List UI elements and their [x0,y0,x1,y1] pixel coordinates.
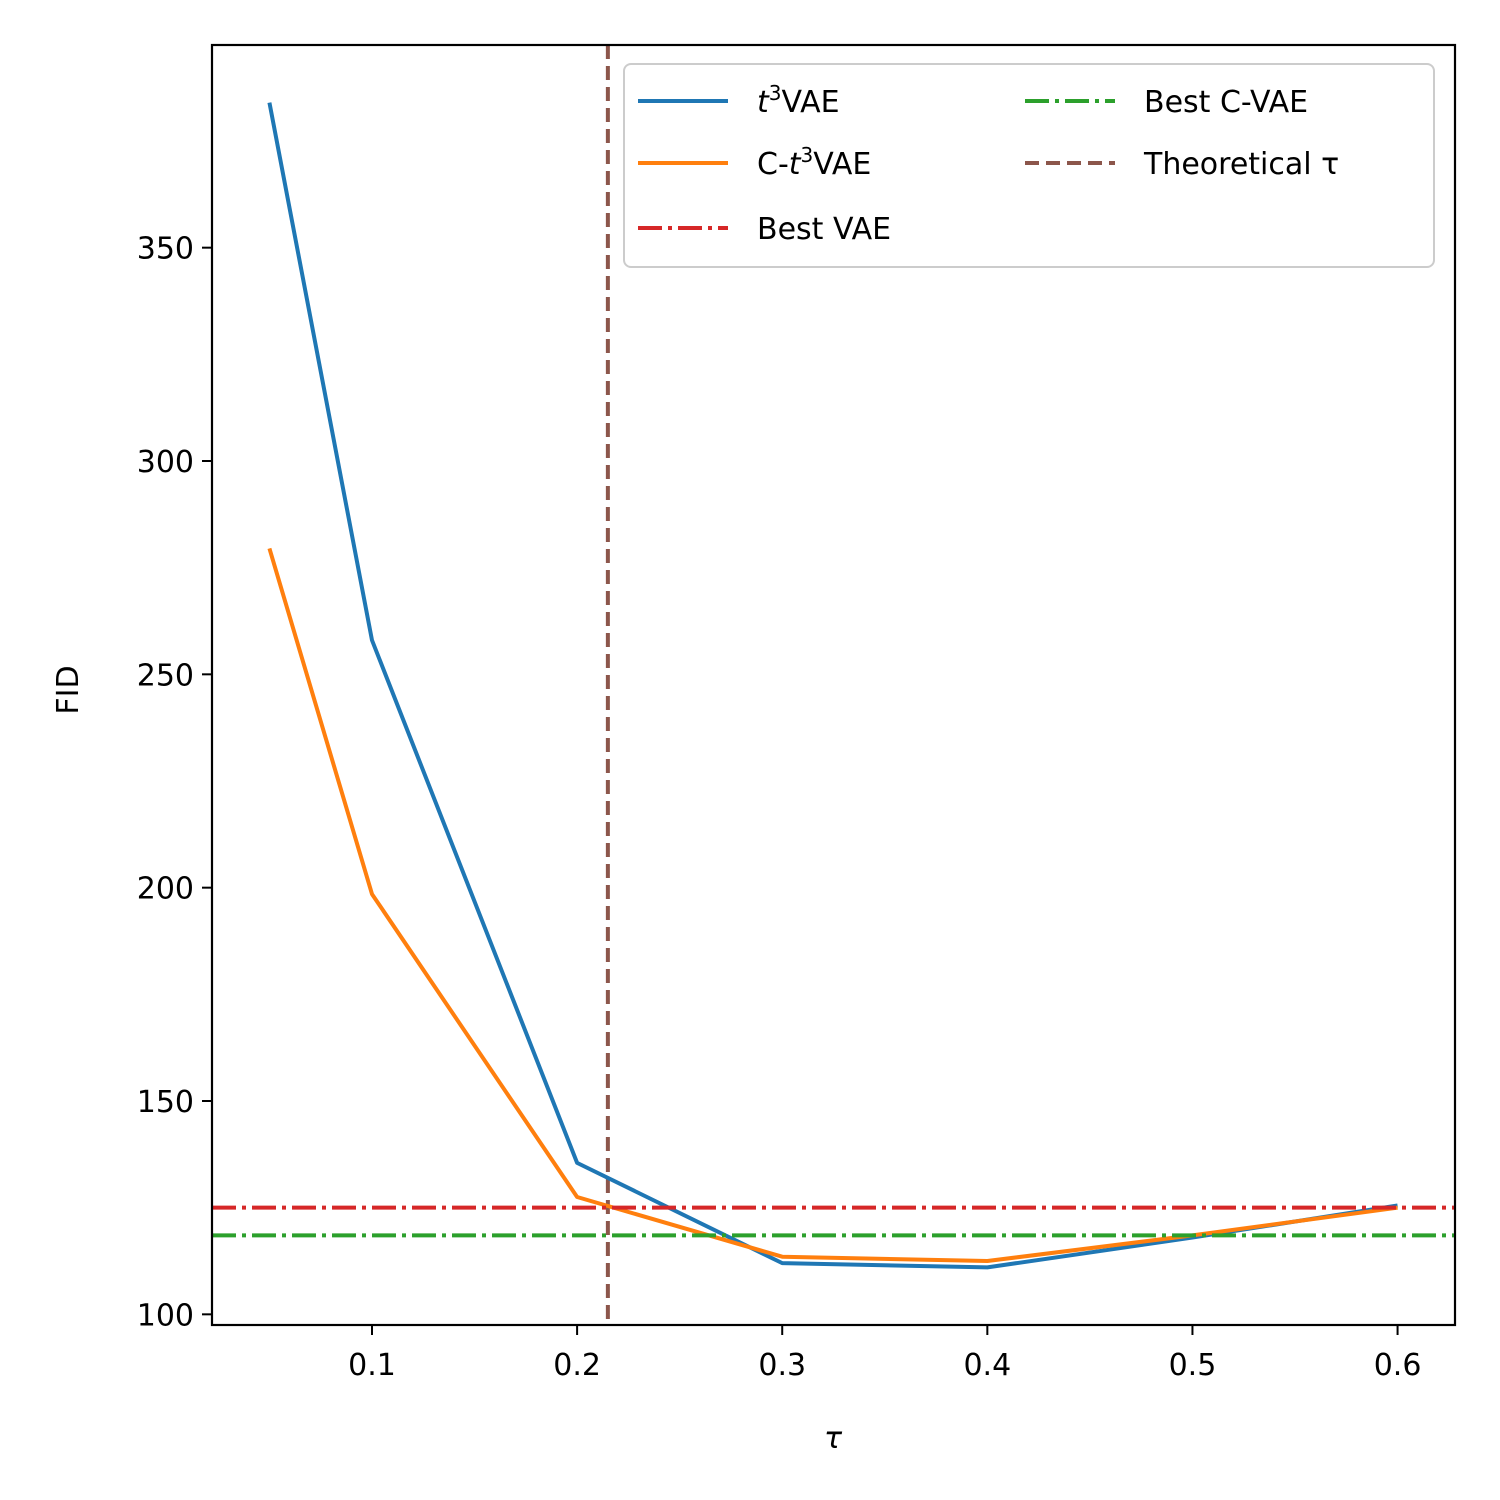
legend-label-t3vae: t3VAE [757,81,840,120]
y-tick-label: 250 [137,658,194,693]
y-tick-label: 350 [137,232,194,267]
y-tick-label: 200 [137,872,194,907]
x-tick-label: 0.2 [553,1348,601,1383]
x-axis: 0.1 0.2 0.3 0.4 0.5 0.6 [348,1325,1421,1383]
legend-frame [623,63,1435,268]
legend-label-best-vae: Best VAE [757,212,891,247]
y-tick-label: 300 [137,445,194,480]
y-tick-label: 100 [137,1298,194,1333]
plot-frame [210,43,1457,1327]
y-tick-label: 150 [137,1085,194,1120]
legend-label-best-c-vae: Best C-VAE [1144,85,1308,120]
legend-label-theoretical-tau: Theoretical τ [1143,147,1339,182]
y-axis-label: FID [51,665,86,714]
x-tick-label: 0.4 [963,1348,1011,1383]
x-tick-label: 0.3 [758,1348,806,1383]
y-axis: 100 150 200 250 300 350 [137,232,212,1333]
x-tick-label: 0.6 [1374,1348,1422,1383]
series-line-t3vae [267,102,1398,1270]
x-tick-label: 0.1 [348,1348,396,1383]
x-tick-label: 0.5 [1169,1348,1217,1383]
plot-area [212,45,1455,1325]
legend: t3VAE C-t3VAE Best VAE Best C-VAE Theore… [623,63,1435,268]
x-axis-label: τ [824,1421,843,1456]
legend-label-c-t3vae: C-t3VAE [757,143,871,182]
